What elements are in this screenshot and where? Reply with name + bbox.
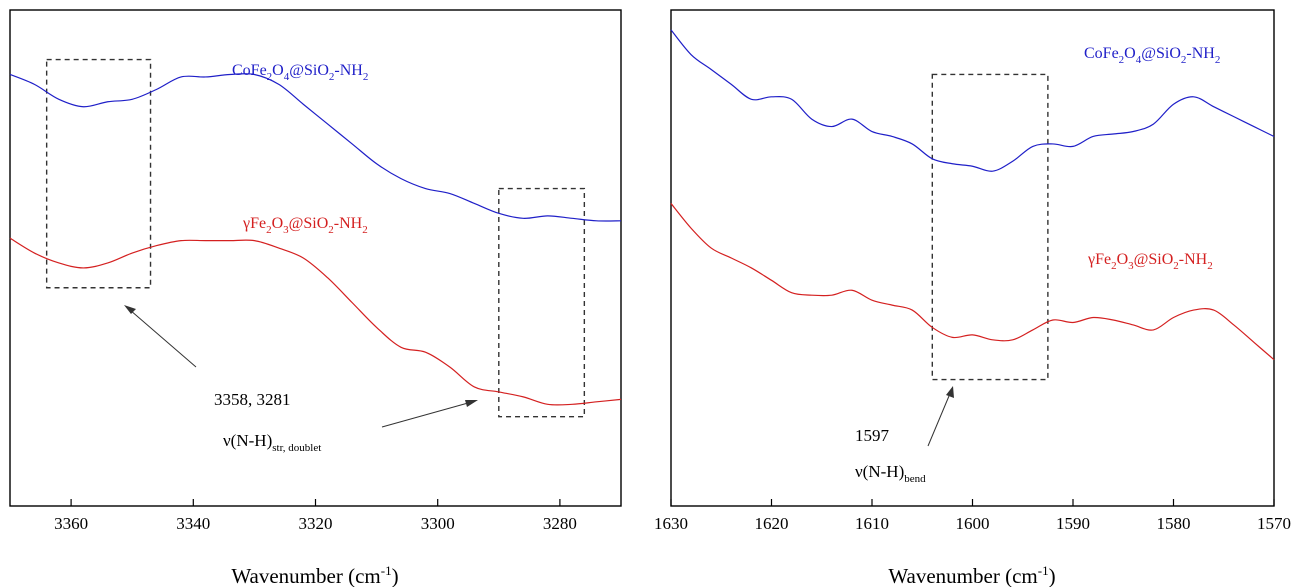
series-label-part-cofe-left-5: 2: [329, 71, 335, 83]
annotation-mode-right: ν(N-H)bend: [855, 462, 926, 485]
annotation-mode-prefix-left: ν(N-H): [223, 431, 272, 450]
x-axis-label-close-left: ): [392, 564, 399, 587]
series-label-part-gfe-right-0: γFe: [1087, 251, 1111, 268]
annotation-mode-prefix-right: ν(N-H): [855, 462, 904, 481]
series-lines-right: [670, 29, 1275, 361]
x-tick-label-left-4: 3280: [543, 514, 577, 533]
series-label-part-gfe-right-7: 2: [1207, 260, 1213, 272]
x-axis-label-left: Wavenumber (cm-1): [231, 563, 398, 587]
arrow-to-box-right: [927, 386, 954, 447]
series-label-part-gfe-right-2: O: [1117, 251, 1129, 268]
x-axis-label-sup-right: -1: [1038, 563, 1049, 578]
series-label-cofe-right: CoFe2O4@SiO2-NH2: [1084, 45, 1220, 66]
annotation-mode-sub-right: bend: [904, 473, 926, 485]
series-label-part-cofe-right-4: @SiO: [1141, 45, 1181, 62]
highlight-box-left-1: [498, 187, 586, 418]
series-line-cofe-left: [9, 73, 622, 222]
arrow-to-box-2-left: [381, 400, 478, 428]
panel-left: 3360 3340 3320 3300 3280 CoFe2O4@SiO2-NH2 γF…: [9, 9, 622, 587]
x-tick-label-right-2: 1610: [855, 514, 889, 533]
series-label-cofe-left: CoFe2O4@SiO2-NH2: [232, 62, 368, 83]
series-label-part-cofe-left-1: 2: [267, 71, 273, 83]
annotation-positions-left: 3358, 3281: [214, 390, 291, 409]
series-label-gfe-right: γFe2O3@SiO2-NH2: [1087, 251, 1213, 272]
x-tick-label-left-1: 3340: [176, 514, 210, 533]
series-label-part-cofe-right-2: O: [1124, 45, 1136, 62]
series-label-gfe-left: γFe2O3@SiO2-NH2: [242, 215, 368, 236]
series-line-gfe-left: [9, 237, 622, 406]
series-label-part-gfe-right-5: 2: [1173, 260, 1179, 272]
x-axis-label-right: Wavenumber (cm-1): [888, 563, 1055, 587]
highlight-boxes-left: [45, 58, 586, 418]
series-label-part-gfe-left-2: O: [272, 215, 284, 232]
arrow-to-box-1-left: [124, 305, 197, 368]
series-line-gfe-right: [670, 203, 1275, 361]
series-label-part-cofe-left-0: CoFe: [232, 62, 267, 79]
x-tick-label-right-3: 1600: [956, 514, 990, 533]
series-label-part-cofe-right-7: 2: [1215, 54, 1221, 66]
x-axis-label-close-right: ): [1049, 564, 1056, 587]
x-axis-label-main-left: Wavenumber (cm: [231, 564, 380, 587]
x-axis-label-main-right: Wavenumber (cm: [888, 564, 1037, 587]
series-label-part-cofe-right-1: 2: [1119, 54, 1125, 66]
series-label-part-gfe-right-3: 3: [1128, 260, 1134, 272]
x-tick-label-left-0: 3360: [54, 514, 88, 533]
series-label-part-cofe-right-5: 2: [1181, 54, 1187, 66]
x-tick-label-left-2: 3320: [299, 514, 333, 533]
series-label-part-gfe-left-1: 2: [266, 224, 272, 236]
series-label-part-gfe-left-6: -NH: [334, 215, 363, 232]
series-label-part-cofe-left-6: -NH: [334, 62, 363, 79]
series-label-part-cofe-left-7: 2: [363, 71, 369, 83]
x-tick-label-right-5: 1580: [1157, 514, 1191, 533]
x-tick-label-right-0: 1630: [654, 514, 688, 533]
series-label-part-cofe-right-0: CoFe: [1084, 45, 1119, 62]
series-label-part-cofe-left-4: @SiO: [289, 62, 329, 79]
annotation-mode-left: ν(N-H)str, doublet: [223, 431, 321, 454]
series-label-part-gfe-left-3: 3: [283, 224, 289, 236]
highlight-boxes-right: [931, 73, 1049, 381]
highlight-box-left-0: [45, 58, 152, 289]
series-label-part-cofe-left-3: 4: [284, 71, 290, 83]
annotation-mode-sub-left: str, doublet: [272, 442, 321, 454]
annotation-positions-right: 1597: [855, 426, 890, 445]
x-ticks-right: 1630 1620 1610 1600 1590 1580 1570: [654, 499, 1291, 533]
series-label-part-gfe-left-4: @SiO: [289, 215, 329, 232]
x-tick-label-right-1: 1620: [755, 514, 789, 533]
series-label-part-gfe-right-1: 2: [1111, 260, 1117, 272]
series-label-part-gfe-right-6: -NH: [1179, 251, 1208, 268]
x-tick-label-right-6: 1570: [1257, 514, 1291, 533]
series-label-part-gfe-left-0: γFe: [242, 215, 266, 232]
x-tick-label-left-3: 3300: [421, 514, 455, 533]
series-label-part-gfe-left-7: 2: [362, 224, 368, 236]
series-label-part-gfe-left-5: 2: [328, 224, 334, 236]
series-label-part-cofe-right-3: 4: [1136, 54, 1142, 66]
highlight-box-right-0: [931, 73, 1049, 381]
panel-right: 1630 1620 1610 1600 1590 1580 1570 CoFe2O4@SiO…: [654, 9, 1291, 587]
series-line-cofe-right: [670, 29, 1275, 172]
series-label-part-cofe-right-6: -NH: [1186, 45, 1215, 62]
plot-frame-left: [9, 9, 622, 507]
series-lines-left: [9, 73, 622, 406]
x-axis-label-sup-left: -1: [381, 563, 392, 578]
series-label-part-gfe-right-4: @SiO: [1134, 251, 1174, 268]
series-label-part-cofe-left-2: O: [272, 62, 284, 79]
x-ticks-left: 3360 3340 3320 3300 3280: [54, 499, 577, 533]
x-tick-label-right-4: 1590: [1056, 514, 1090, 533]
